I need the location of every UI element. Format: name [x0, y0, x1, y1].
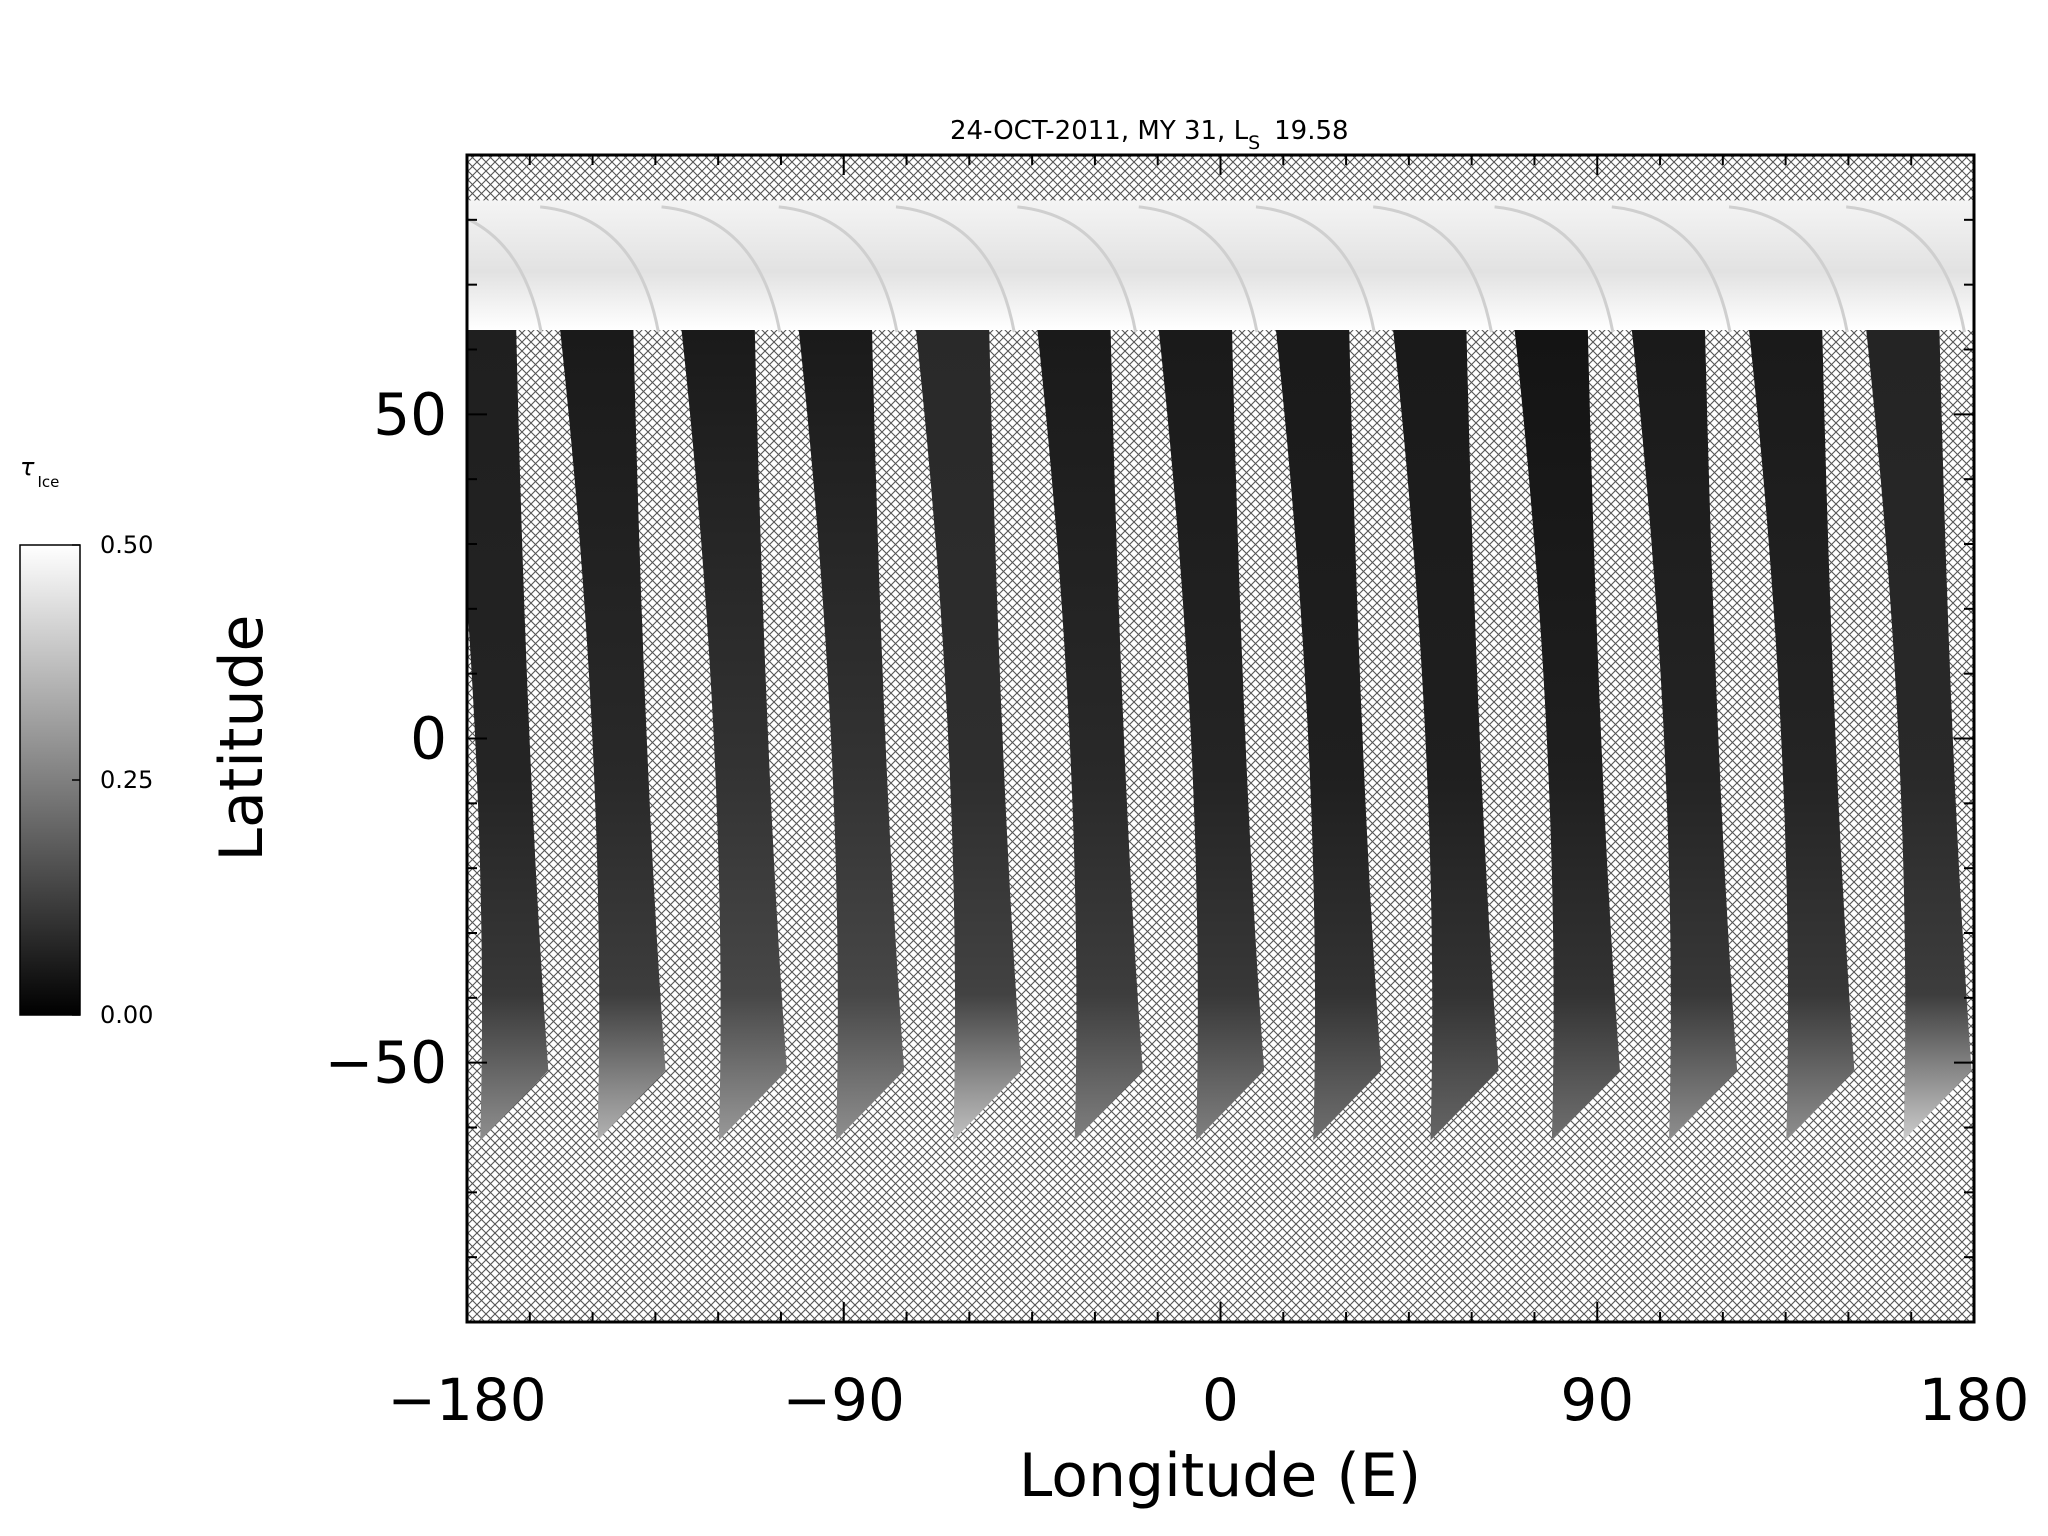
y-tick-label: −50 — [325, 1029, 447, 1097]
plot-area — [465, 153, 1976, 1324]
swath-12 — [1748, 330, 1855, 1141]
colorbar-symbol: τ — [20, 453, 35, 481]
cap-arc-1 — [467, 217, 543, 333]
swath-8 — [1275, 330, 1382, 1141]
cap-arc-7 — [1138, 205, 1259, 333]
x-tick-label: 90 — [1560, 1366, 1634, 1434]
y-tick-label: 0 — [410, 705, 447, 773]
swath-2 — [560, 330, 666, 1141]
swath-7 — [1158, 330, 1265, 1141]
cap-arc-13 — [1846, 205, 1966, 333]
swath-13 — [1866, 330, 1972, 1141]
colorbar-subscript: Ice — [37, 473, 59, 491]
colorbar-label: τIce — [20, 453, 59, 491]
colorbar-gradient — [19, 544, 81, 1016]
chart-title: 24-OCT-2011, MY 31, LS 19.58 — [950, 116, 1349, 154]
axis-ticks — [466, 154, 1975, 1323]
x-tick-label: −90 — [783, 1366, 905, 1434]
swath-9 — [1393, 330, 1499, 1141]
colorbar-ticks: 0.00 0.25 0.50 — [72, 531, 153, 1029]
north-polar-cap-region — [467, 200, 1974, 331]
colorbar-tick-label: 0.00 — [100, 1001, 153, 1029]
x-tick-label: −180 — [387, 1366, 546, 1434]
x-axis-label: Longitude (E) — [1019, 1441, 1421, 1511]
colorbar-tick-label: 0.50 — [100, 531, 153, 559]
swath-10 — [1514, 330, 1620, 1141]
colorbar: τIce 0.00 0.25 0.50 — [19, 453, 153, 1029]
y-tick-label: 50 — [373, 380, 447, 448]
swath-5 — [915, 330, 1022, 1141]
x-tick-label: 180 — [1919, 1366, 2030, 1434]
y-axis-label: Latitude — [207, 615, 277, 862]
swath-11 — [1631, 330, 1738, 1141]
cap-arc-2 — [539, 205, 660, 333]
cap-arc-3 — [661, 205, 782, 333]
swath-1 — [467, 330, 549, 1141]
title-main: 24-OCT-2011, MY 31, L — [950, 116, 1249, 146]
colorbar-tick-label: 0.25 — [100, 766, 153, 794]
cap-arc-6 — [1017, 205, 1138, 333]
y-tick-labels: −50 0 50 — [325, 380, 447, 1096]
map-layer — [467, 200, 1974, 1141]
cap-arc-5 — [895, 205, 1016, 333]
cap-arc-4 — [778, 205, 899, 333]
cap-arc-8 — [1255, 205, 1376, 333]
title-subscript: S — [1248, 132, 1260, 154]
x-tick-labels: −180 −90 0 90 180 — [387, 1366, 2029, 1434]
cap-arc-10 — [1494, 205, 1615, 333]
title-text: 24-OCT-2011, MY 31, LS 19.58 — [950, 116, 1349, 154]
cap-arc-11 — [1611, 205, 1732, 333]
swath-6 — [1037, 330, 1143, 1141]
cap-arc-9 — [1373, 205, 1493, 333]
swath-4 — [798, 330, 905, 1141]
swath-3 — [681, 330, 787, 1141]
title-value: 19.58 — [1274, 116, 1348, 146]
x-tick-label: 0 — [1202, 1366, 1239, 1434]
cap-arc-12 — [1728, 205, 1849, 333]
